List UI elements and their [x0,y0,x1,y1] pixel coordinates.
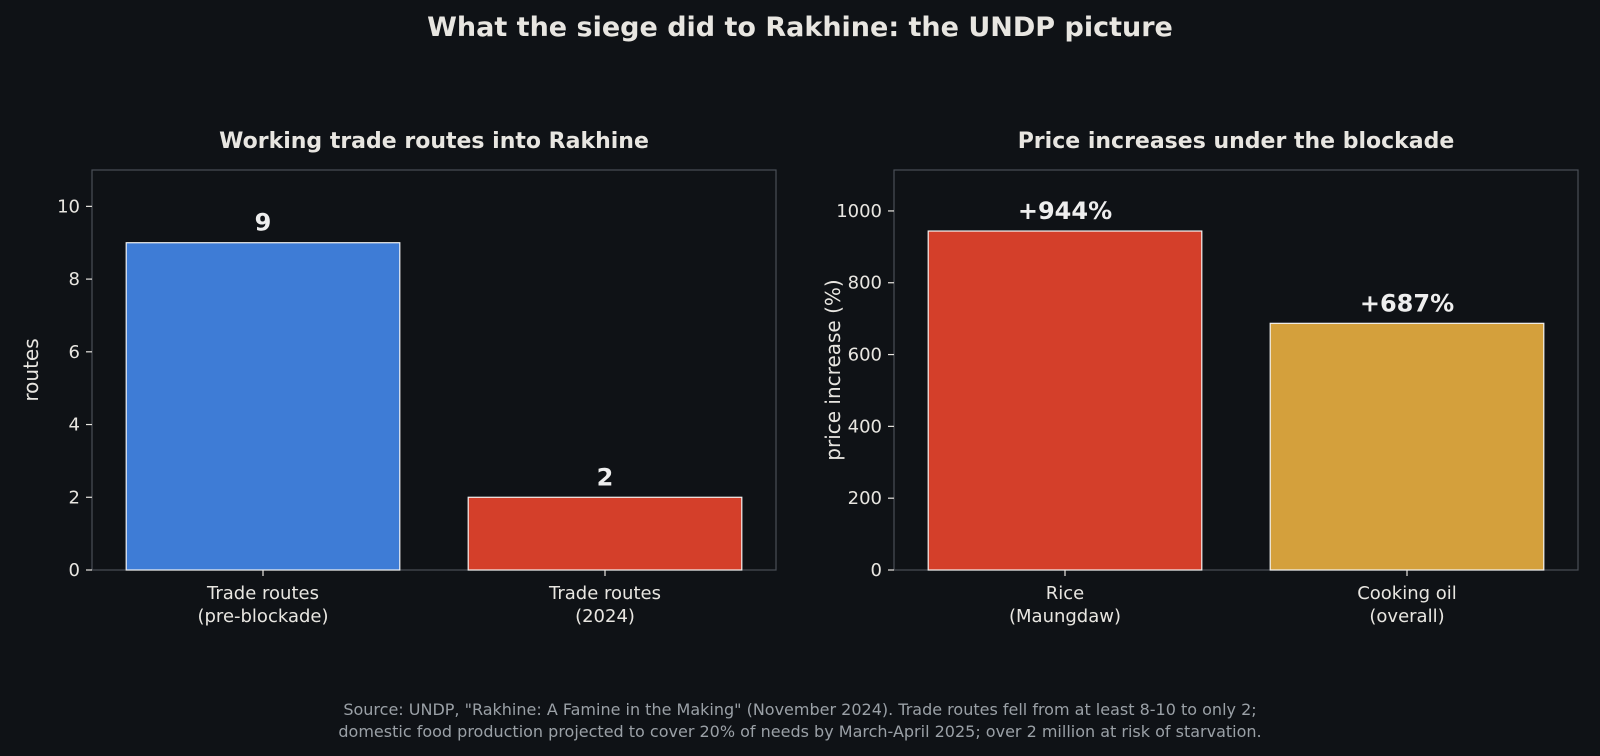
y-tick-label: 4 [69,415,80,436]
source-note-line-1: Source: UNDP, "Rakhine: A Famine in the … [343,700,1256,719]
bar-value-label: 9 [255,209,272,237]
x-category-label: (2024) [575,606,635,627]
figure-title: What the siege did to Rakhine: the UNDP … [427,12,1173,43]
y-tick-label: 6 [69,342,80,363]
bar-price-increases-1 [927,230,1203,571]
y-tick-label: 0 [871,560,882,581]
source-note-line-2: domestic food production projected to co… [338,722,1261,741]
bar-value-label: +687% [1360,289,1454,317]
y-tick-label: 800 [848,273,882,294]
x-category-label: Trade routes [206,583,319,604]
panel-title: Price increases under the blockade [1018,129,1455,154]
y-tick-label: 600 [848,345,882,366]
x-category-label: Rice [1046,583,1084,604]
y-axis-label: routes [19,338,43,401]
y-tick-label: 0 [69,560,80,581]
chart-panel-price-increases: Price increases under the blockade price … [821,129,1579,627]
x-category-label: (Maungdaw) [1009,606,1121,627]
y-tick-label: 10 [57,196,80,217]
y-tick-label: 2 [69,487,80,508]
y-tick-label: 400 [848,416,882,437]
y-axis-label: price increase (%) [821,279,845,460]
y-tick-label: 8 [69,269,80,290]
bar-trade-routes-2 [467,496,743,571]
x-category-label: Trade routes [548,583,661,604]
x-category-label: (overall) [1369,606,1444,627]
chart-panel-trade-routes: Working trade routes into Rakhine routes 0… [19,129,777,627]
bar-trade-routes-1 [125,242,401,571]
panel-title: Working trade routes into Rakhine [219,129,649,154]
bar-value-label: 2 [597,463,614,491]
y-tick-label: 200 [848,488,882,509]
bar-value-label: +944% [1018,197,1112,225]
x-category-label: Cooking oil [1357,583,1457,604]
bar-price-increases-2 [1269,322,1545,571]
x-category-label: (pre-blockade) [197,606,328,627]
y-tick-label: 1000 [836,201,882,222]
